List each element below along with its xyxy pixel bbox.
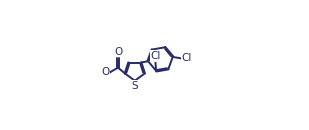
Text: Cl: Cl <box>150 51 161 61</box>
Text: O: O <box>101 67 109 77</box>
Text: O: O <box>114 47 122 57</box>
Text: S: S <box>132 81 138 91</box>
Text: Cl: Cl <box>182 53 192 63</box>
